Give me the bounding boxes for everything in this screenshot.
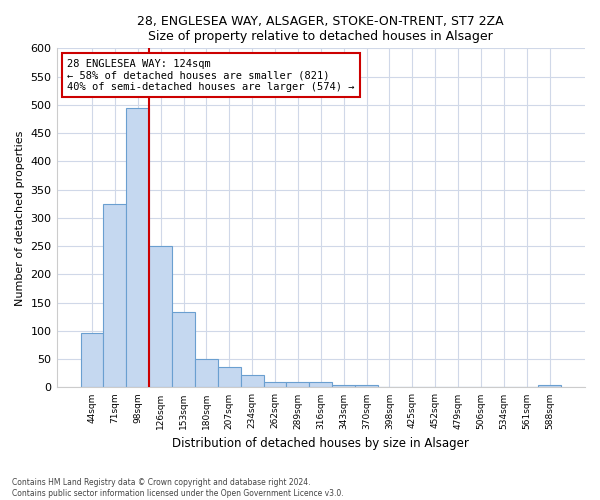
X-axis label: Distribution of detached houses by size in Alsager: Distribution of detached houses by size …: [172, 437, 469, 450]
Bar: [127, 108, 149, 388]
Bar: [538, 384, 561, 388]
Text: Contains HM Land Registry data © Crown copyright and database right 2024.
Contai: Contains HM Land Registry data © Crown c…: [12, 478, 344, 498]
Bar: [355, 384, 378, 388]
Bar: [218, 367, 241, 388]
Bar: [241, 375, 263, 388]
Bar: [149, 246, 172, 388]
Bar: [172, 312, 195, 388]
Bar: [263, 382, 286, 388]
Bar: [493, 387, 515, 388]
Bar: [515, 387, 538, 388]
Bar: [80, 332, 103, 388]
Bar: [310, 382, 332, 388]
Y-axis label: Number of detached properties: Number of detached properties: [15, 130, 25, 306]
Text: 28 ENGLESEA WAY: 124sqm
← 58% of detached houses are smaller (821)
40% of semi-d: 28 ENGLESEA WAY: 124sqm ← 58% of detache…: [67, 58, 355, 92]
Bar: [469, 387, 493, 388]
Bar: [378, 387, 401, 388]
Bar: [446, 387, 469, 388]
Bar: [286, 382, 310, 388]
Bar: [332, 384, 355, 388]
Bar: [424, 387, 446, 388]
Bar: [103, 204, 127, 388]
Title: 28, ENGLESEA WAY, ALSAGER, STOKE-ON-TRENT, ST7 2ZA
Size of property relative to : 28, ENGLESEA WAY, ALSAGER, STOKE-ON-TREN…: [137, 15, 504, 43]
Bar: [401, 387, 424, 388]
Bar: [195, 358, 218, 388]
